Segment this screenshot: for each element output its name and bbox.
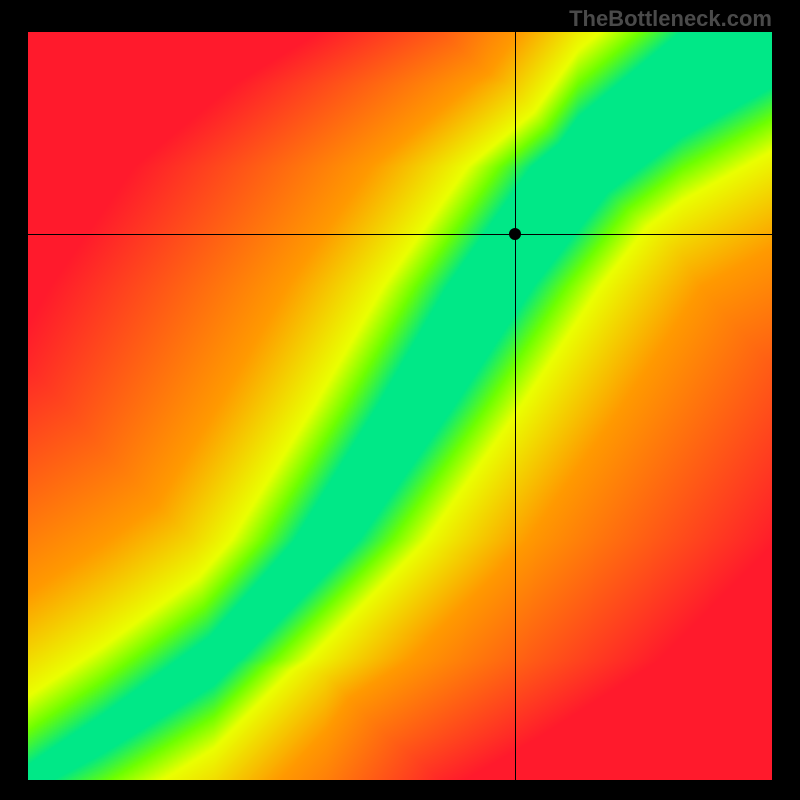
crosshair-horizontal [28,234,772,235]
heatmap-canvas [28,32,772,780]
crosshair-vertical [515,32,516,780]
marker-dot [509,228,521,240]
bottleneck-heatmap-chart [28,32,772,780]
watermark-label: TheBottleneck.com [569,6,772,32]
